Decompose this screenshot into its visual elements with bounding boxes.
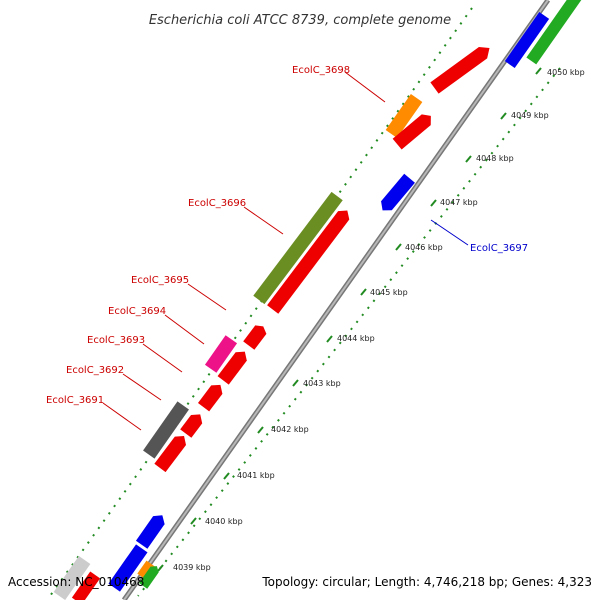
- inner-tick-guide: [137, 67, 561, 597]
- kbp-tick: [535, 67, 542, 75]
- kbp-tick: [326, 335, 333, 343]
- topology-text: Topology: circular; Length: 4,746,218 bp…: [261, 575, 592, 589]
- gene-feature-light-gray[interactable]: [53, 555, 91, 600]
- gene-feature-blue[interactable]: [135, 511, 168, 549]
- map-title: Escherichia coli ATCC 8739, complete gen…: [149, 13, 451, 28]
- gene-label[interactable]: EcolC_3691: [46, 395, 104, 406]
- kbp-tick: [360, 288, 367, 296]
- kbp-tick: [190, 517, 197, 525]
- kbp-label: 4041 kbp: [237, 471, 275, 480]
- kbp-tick: [292, 379, 299, 387]
- kbp-tick: [465, 155, 472, 163]
- gene-label[interactable]: EcolC_3698: [292, 65, 350, 76]
- leader-line: [142, 343, 183, 373]
- kbp-tick: [157, 564, 164, 572]
- gene-label[interactable]: EcolC_3697: [470, 243, 528, 254]
- gene-label[interactable]: EcolC_3695: [131, 275, 189, 286]
- leader-line: [164, 314, 205, 345]
- gene-feature-olive[interactable]: [253, 191, 343, 305]
- gene-feature-red[interactable]: [197, 381, 226, 412]
- gene-feature-blue[interactable]: [108, 544, 148, 592]
- gene-feature-red[interactable]: [243, 322, 269, 350]
- kbp-label: 4044 kbp: [337, 334, 375, 343]
- kbp-label: 4039 kbp: [173, 563, 211, 572]
- gene-feature-red[interactable]: [180, 410, 206, 438]
- gene-labels: EcolC_3698 EcolC_3696 EcolC_3695 EcolC_3…: [46, 65, 528, 406]
- kbp-tick: [223, 472, 230, 480]
- gene-label[interactable]: EcolC_3692: [66, 365, 124, 376]
- outer-tick-guide: [49, 7, 473, 597]
- gene-label[interactable]: EcolC_3693: [87, 335, 145, 346]
- gene-feature-red[interactable]: [430, 42, 493, 94]
- kbp-tick: [257, 426, 264, 434]
- genome-backbone-highlight: [123, 0, 549, 600]
- gene-feature-red[interactable]: [217, 347, 251, 385]
- gene-feature-green[interactable]: [526, 0, 594, 65]
- gene-feature-red[interactable]: [71, 571, 101, 600]
- gene-feature-orange[interactable]: [137, 560, 155, 580]
- gene-feature-blue[interactable]: [377, 173, 415, 215]
- gene-feature-green[interactable]: [139, 563, 161, 589]
- gene-feature-gray[interactable]: [143, 401, 189, 459]
- kbp-label: 4046 kbp: [405, 243, 443, 252]
- kbp-tick: [430, 199, 437, 207]
- kbp-label: 4049 kbp: [511, 111, 549, 120]
- accession-text: Accession: NC_010468: [8, 575, 144, 589]
- kbp-ticks: [157, 67, 542, 572]
- kbp-label: 4045 kbp: [370, 288, 408, 297]
- kbp-tick: [395, 243, 402, 251]
- gene-label[interactable]: EcolC_3696: [188, 198, 246, 209]
- gene-feature-red[interactable]: [154, 432, 189, 473]
- kbp-label: 4048 kbp: [476, 154, 514, 163]
- kbp-label: 4042 kbp: [271, 425, 309, 434]
- kbp-label: 4043 kbp: [303, 379, 341, 388]
- gene-feature-red[interactable]: [267, 206, 353, 314]
- leader-line: [122, 373, 162, 401]
- gene-feature-blue[interactable]: [504, 11, 550, 69]
- leader-line: [243, 206, 284, 235]
- kbp-label: 4040 kbp: [205, 517, 243, 526]
- kbp-tick: [500, 112, 507, 120]
- gene-feature-magenta[interactable]: [204, 335, 238, 373]
- leader-line: [102, 402, 142, 431]
- kbp-labels: 4050 kbp 4049 kbp 4048 kbp 4047 kbp 4046…: [173, 68, 585, 572]
- gene-label[interactable]: EcolC_3694: [108, 306, 166, 317]
- leader-line: [187, 283, 227, 311]
- gene-feature-orange[interactable]: [385, 93, 423, 139]
- kbp-label: 4047 kbp: [440, 198, 478, 207]
- leader-line: [430, 219, 469, 246]
- kbp-label: 4050 kbp: [547, 68, 585, 77]
- gene-feature-red[interactable]: [392, 110, 436, 150]
- label-leaders: [102, 71, 469, 431]
- leader-line: [344, 71, 386, 103]
